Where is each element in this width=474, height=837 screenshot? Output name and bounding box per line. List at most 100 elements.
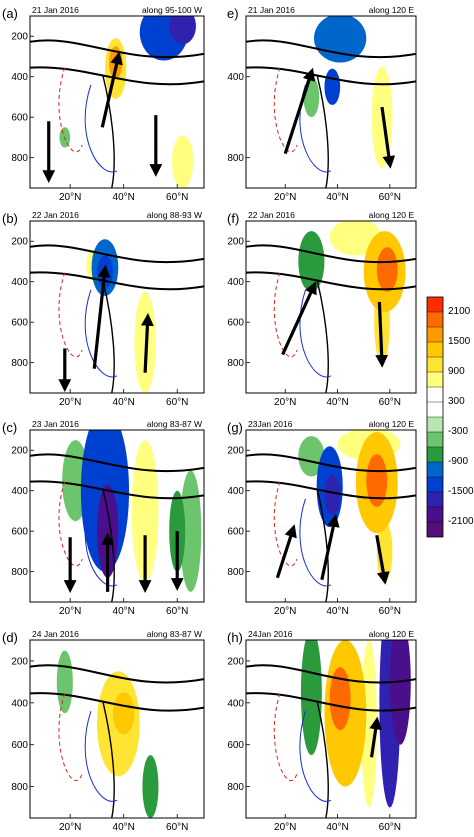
contour-line xyxy=(30,480,204,500)
shaded-anomaly xyxy=(376,247,398,292)
panel-label: (f) xyxy=(227,211,239,226)
panel-label: (d) xyxy=(2,630,18,645)
y-tick-label: 800 xyxy=(227,567,244,578)
contour-line xyxy=(246,664,416,684)
x-tick-label: 20°N xyxy=(274,606,296,617)
x-tick-label: 60°N xyxy=(379,822,401,833)
colorbar-label-0: 2100 xyxy=(448,306,471,317)
contour-line-blue xyxy=(84,84,118,173)
plot-area xyxy=(30,221,204,393)
panel-1: 200 400 600 800 20°N 40°N 60°N (b) 22 Jan 2016 al… xyxy=(2,210,205,408)
colorbar-label-5: -900 xyxy=(448,456,468,467)
y-tick-label: 800 xyxy=(227,153,244,164)
panel-date: 23Jan 2016 xyxy=(248,419,293,429)
contour-line-blue xyxy=(84,711,118,802)
panel-date: 23 Jan 2016 xyxy=(32,419,79,429)
y-tick-label: 600 xyxy=(227,527,244,538)
shaded-anomaly xyxy=(171,135,194,188)
colorbar-swatch xyxy=(427,507,443,522)
y-tick-label: 800 xyxy=(11,153,28,164)
contour-line xyxy=(246,692,416,712)
contour-line xyxy=(30,244,204,264)
y-tick-label: 800 xyxy=(227,782,244,793)
contour-line xyxy=(316,76,329,188)
colorbar-label-4: -300 xyxy=(448,426,468,437)
y-tick-label: 600 xyxy=(227,740,244,751)
panel-date: 22 Jan 2016 xyxy=(32,210,79,220)
colorbar-swatch xyxy=(427,477,443,492)
x-tick-label: 20°N xyxy=(59,822,81,833)
x-tick-label: 60°N xyxy=(379,192,401,203)
x-tick-label: 40°N xyxy=(113,822,135,833)
contour-line xyxy=(102,76,115,188)
contour-line xyxy=(102,281,115,393)
panel-section: along 95-100 W xyxy=(142,5,202,15)
plot-area xyxy=(30,430,204,602)
y-tick-label: 800 xyxy=(11,358,28,369)
x-tick-label: 20°N xyxy=(274,822,296,833)
x-tick-label: 40°N xyxy=(113,192,135,203)
contour-line-red-dashed xyxy=(273,272,298,358)
contour-line xyxy=(30,39,204,59)
contour-line-red-dashed xyxy=(58,481,83,567)
plot-area xyxy=(246,221,416,393)
panel-frame xyxy=(245,639,417,819)
contour-line-red-dashed xyxy=(273,693,298,782)
colorbar-label-6: -1500 xyxy=(448,486,474,497)
colorbar-swatch xyxy=(427,417,443,432)
panel-4: 400 800 20°N 40°N 60°N e) 21 Jan 2016 along 120… xyxy=(227,5,417,203)
shaded-anomaly xyxy=(298,436,325,477)
circulation-arrow xyxy=(375,301,389,368)
shaded-anomaly xyxy=(169,16,196,45)
panel-label: e) xyxy=(227,6,239,21)
panel-section: along 120 E xyxy=(369,5,415,15)
y-tick-label: 400 xyxy=(227,277,244,288)
panel-date: 21 Jan 2016 xyxy=(32,5,79,15)
plot-area xyxy=(246,16,416,188)
panel-label: (b) xyxy=(2,211,18,226)
shaded-anomaly xyxy=(300,640,322,756)
shaded-anomaly xyxy=(56,650,73,714)
y-tick-label: 400 xyxy=(11,72,28,83)
x-tick-label: 40°N xyxy=(113,397,135,408)
circulation-arrow xyxy=(380,106,396,169)
colorbar-swatch xyxy=(427,372,443,387)
y-tick-label: 800 xyxy=(11,782,28,793)
shaded-anomaly xyxy=(324,68,341,106)
y-tick-label: 200 xyxy=(11,237,28,248)
colorbar: 2100 1500 900 300 -300 -900 -1500 -2100 xyxy=(426,296,474,538)
circulation-arrow xyxy=(141,313,154,373)
contour-line-blue xyxy=(299,498,332,587)
x-tick-label: 40°N xyxy=(326,822,348,833)
circulation-arrow xyxy=(100,51,123,128)
panel-date: 21 Jan 2016 xyxy=(248,5,295,15)
plot-area xyxy=(246,430,416,602)
y-tick-label: 400 xyxy=(11,698,28,709)
shaded-anomaly xyxy=(115,640,170,653)
colorbar-swatch xyxy=(427,312,443,327)
contour-line xyxy=(246,39,416,59)
panel-section: along 120 E xyxy=(369,419,415,429)
shaded-anomaly xyxy=(298,231,325,292)
circulation-arrow xyxy=(369,716,382,758)
y-tick-label: 600 xyxy=(11,113,28,124)
contour-line xyxy=(246,453,416,473)
x-tick-label: 60°N xyxy=(379,606,401,617)
colorbar-swatch xyxy=(427,342,443,357)
x-tick-label: 40°N xyxy=(326,397,348,408)
x-tick-label: 60°N xyxy=(166,397,188,408)
y-tick-label: 400 xyxy=(227,72,244,83)
contour-line-red-dashed xyxy=(273,481,298,567)
panel-label: (g) xyxy=(227,420,243,435)
contour-line xyxy=(102,490,115,602)
shaded-anomaly xyxy=(99,281,116,383)
circulation-arrow xyxy=(275,524,297,579)
panel-date: 24Jan 2016 xyxy=(248,629,293,639)
panel-2: 200 400 600 800 20°N 40°N 60°N (c) 23 Jan 2016 al… xyxy=(2,419,205,617)
y-tick-label: 200 xyxy=(227,656,244,667)
panel-7: 200 400 600 800 20°N 40°N 60°N (h) 24Jan 2016 alo… xyxy=(227,629,417,833)
colorbar-swatch xyxy=(427,327,443,342)
y-tick-label: 200 xyxy=(11,446,28,457)
shaded-anomaly xyxy=(131,440,159,582)
x-tick-label: 20°N xyxy=(59,192,81,203)
